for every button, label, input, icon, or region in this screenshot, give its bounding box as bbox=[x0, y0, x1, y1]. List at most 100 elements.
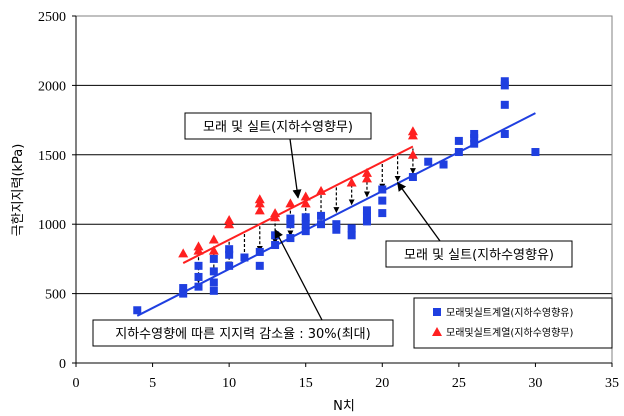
data-point-square bbox=[194, 272, 203, 281]
data-point-square bbox=[317, 211, 326, 220]
y-tick-label: 1000 bbox=[38, 218, 66, 233]
data-point-square bbox=[347, 224, 356, 233]
x-tick-label: 10 bbox=[222, 376, 236, 391]
data-point-square bbox=[271, 241, 280, 250]
data-point-triangle bbox=[300, 191, 311, 201]
legend-marker-square bbox=[433, 308, 441, 316]
annotation-arrow bbox=[274, 228, 323, 321]
annotation-arrow bbox=[397, 181, 441, 242]
data-point-square bbox=[500, 129, 509, 138]
data-point-triangle bbox=[285, 198, 296, 208]
data-point-square bbox=[225, 245, 234, 254]
x-tick-label: 20 bbox=[375, 376, 389, 391]
x-axis-label: N치 bbox=[333, 399, 355, 414]
x-tick-label: 35 bbox=[605, 376, 619, 391]
data-point-triangle bbox=[300, 198, 311, 208]
x-tick-label: 30 bbox=[528, 376, 542, 391]
trendlines bbox=[136, 112, 536, 317]
y-axis: 0 500 1000 1500 2000 2500 bbox=[38, 10, 77, 372]
data-point-square bbox=[194, 261, 203, 270]
data-point-square bbox=[286, 214, 295, 223]
x-tick-label: 25 bbox=[452, 376, 466, 391]
data-point-square bbox=[179, 289, 188, 298]
data-point-triangle bbox=[407, 126, 418, 136]
x-tick-label: 5 bbox=[149, 376, 156, 391]
data-point-square bbox=[500, 77, 509, 86]
annotation-box bbox=[385, 240, 573, 268]
data-point-square bbox=[347, 231, 356, 240]
annotation-text: 모래 및 실트(지하수영향유) bbox=[404, 248, 554, 263]
data-point-square bbox=[470, 129, 479, 138]
trendline-groundwater-affected bbox=[136, 112, 536, 317]
data-point-square bbox=[332, 225, 341, 234]
data-point-square bbox=[209, 254, 218, 263]
data-point-square bbox=[454, 136, 463, 145]
gridlines bbox=[76, 84, 612, 295]
annotation-text: 모래 및 실트(지하수영향무) bbox=[203, 120, 353, 135]
data-point-square bbox=[255, 247, 264, 256]
data-point-square bbox=[317, 220, 326, 229]
data-point-square bbox=[378, 209, 387, 218]
data-point-square bbox=[194, 282, 203, 291]
data-point-square bbox=[470, 139, 479, 148]
data-point-square bbox=[500, 100, 509, 109]
data-point-square bbox=[286, 234, 295, 243]
annotation-arrow bbox=[289, 138, 302, 199]
data-point-square bbox=[209, 286, 218, 295]
data-point-square bbox=[301, 220, 310, 229]
data-point-square bbox=[362, 211, 371, 220]
data-point-triangle bbox=[208, 234, 219, 244]
x-tick-label: 0 bbox=[73, 376, 80, 391]
data-point-triangle bbox=[193, 241, 204, 251]
data-point-square bbox=[378, 196, 387, 205]
legend-label-square: 모래및실트계열(지하수영향유) bbox=[446, 306, 574, 319]
data-point-square bbox=[362, 217, 371, 226]
legend-box bbox=[413, 297, 613, 349]
y-tick-label: 1500 bbox=[38, 149, 66, 164]
data-point-square bbox=[179, 284, 188, 293]
annotation-text: 지하수영향에 따른 지지력 감소율 : 30%(최대) bbox=[115, 327, 370, 342]
legend-label-triangle: 모래및실트계열(지하수영향무) bbox=[446, 326, 574, 339]
legend-marker-triangle bbox=[432, 327, 442, 336]
legend: 모래및실트계열(지하수영향유) 모래및실트계열(지하수영향무) bbox=[413, 297, 613, 349]
data-point-square bbox=[332, 220, 341, 229]
data-point-triangle bbox=[316, 185, 327, 195]
data-point-triangle bbox=[254, 205, 265, 215]
data-point-triangle bbox=[346, 177, 357, 187]
data-point-square bbox=[500, 81, 509, 90]
data-point-square bbox=[470, 134, 479, 143]
x-axis: 0 5 10 15 20 25 30 35 bbox=[73, 362, 619, 391]
annotation-box bbox=[92, 319, 394, 347]
data-point-triangle bbox=[407, 149, 418, 159]
y-tick-label: 2000 bbox=[38, 79, 66, 94]
data-point-square bbox=[408, 173, 417, 182]
data-point-square bbox=[454, 148, 463, 157]
annotations: 모래 및 실트(지하수영향무) 모래 및 실트(지하수영향유) 지하수영향에 따른 … bbox=[92, 112, 573, 347]
data-point-square bbox=[240, 253, 249, 262]
data-point-triangle bbox=[254, 194, 265, 204]
trendline-no-groundwater bbox=[182, 145, 414, 264]
data-point-triangle bbox=[270, 208, 281, 218]
data-point-triangle bbox=[361, 167, 372, 177]
y-tick-label: 0 bbox=[59, 357, 66, 372]
data-point-square bbox=[301, 213, 310, 222]
data-point-square bbox=[286, 220, 295, 229]
data-point-triangle bbox=[208, 245, 219, 255]
data-point-square bbox=[209, 278, 218, 287]
data-point-square bbox=[301, 227, 310, 236]
data-point-square bbox=[209, 267, 218, 276]
y-tick-label: 500 bbox=[45, 288, 66, 303]
annotation-box bbox=[184, 112, 372, 140]
data-point-square bbox=[225, 250, 234, 259]
data-point-triangle bbox=[361, 173, 372, 183]
y-tick-label: 2500 bbox=[38, 10, 66, 25]
data-point-square bbox=[225, 261, 234, 270]
data-point-square bbox=[424, 157, 433, 166]
data-point-square bbox=[133, 306, 142, 315]
x-tick-label: 15 bbox=[299, 376, 313, 391]
data-point-square bbox=[378, 185, 387, 194]
data-point-triangle bbox=[178, 248, 189, 258]
data-point-square bbox=[439, 160, 448, 169]
data-point-triangle bbox=[224, 215, 235, 225]
